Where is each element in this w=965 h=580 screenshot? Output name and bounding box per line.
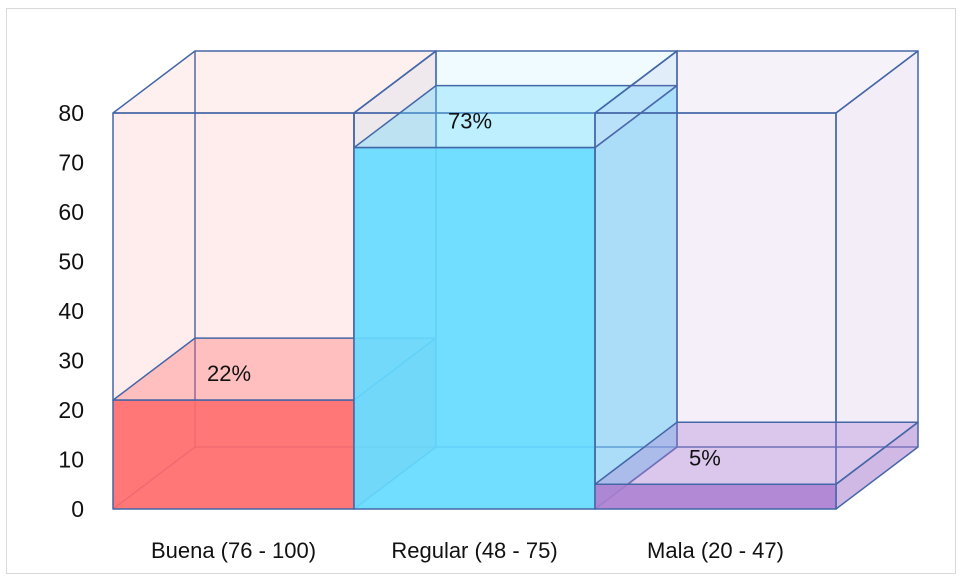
data-label: 5% xyxy=(689,445,721,470)
y-tick-label: 10 xyxy=(58,447,84,473)
x-category-label: Regular (48 - 75) xyxy=(391,538,557,563)
bar-empty-side xyxy=(835,50,919,485)
x-category-label: Mala (20 - 47) xyxy=(647,538,784,563)
x-axis-categories: Buena (76 - 100) Regular (48 - 75) Mala (2… xyxy=(151,538,784,563)
data-label: 22% xyxy=(207,361,251,386)
bar-value-front xyxy=(112,399,355,510)
data-label: 73% xyxy=(448,109,492,134)
x-category-label: Buena (76 - 100) xyxy=(151,538,316,563)
bar-value-front xyxy=(594,483,837,510)
y-tick-label: 50 xyxy=(58,249,84,275)
y-tick-label: 30 xyxy=(58,348,84,374)
bar xyxy=(353,50,678,510)
bar-value-front xyxy=(353,146,596,510)
y-axis-ticks: 0 10 20 30 40 50 60 70 80 xyxy=(58,100,84,522)
y-tick-label: 80 xyxy=(58,100,84,126)
y-tick-label: 20 xyxy=(58,397,84,423)
bars xyxy=(112,50,919,510)
y-tick-label: 70 xyxy=(58,150,84,176)
bar xyxy=(594,50,919,510)
y-tick-label: 60 xyxy=(58,199,84,225)
data-labels: 22% 73% 5% xyxy=(207,109,721,471)
y-tick-label: 40 xyxy=(58,298,84,324)
bar-cap xyxy=(594,50,919,114)
bar-empty-front xyxy=(112,112,355,401)
y-tick-label: 0 xyxy=(71,496,84,522)
